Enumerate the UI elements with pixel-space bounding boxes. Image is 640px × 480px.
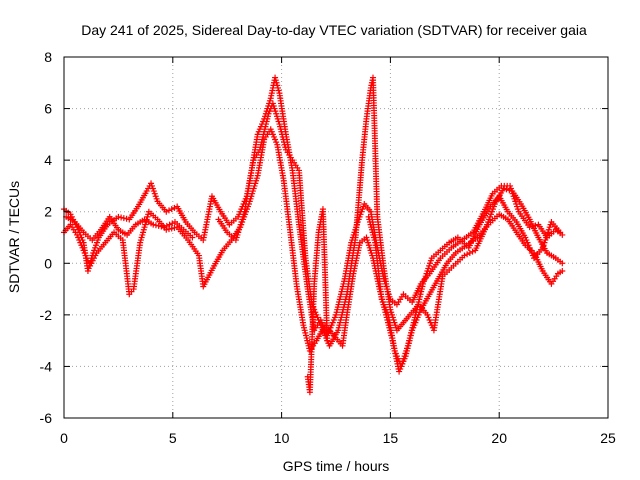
data-point-interp (466, 249, 473, 256)
y-tick-label: -2 (40, 307, 53, 323)
chart-title: Day 241 of 2025, Sidereal Day-to-day VTE… (81, 22, 587, 38)
y-tick-label: 8 (44, 49, 52, 65)
data-point-interp (469, 248, 476, 255)
data-point (559, 268, 566, 275)
data-points (61, 74, 566, 396)
data-point-interp (464, 251, 471, 258)
x-tick-label: 20 (491, 430, 507, 446)
data-point-interp (503, 186, 510, 193)
data-point (163, 208, 170, 215)
data-point-interp (163, 222, 170, 229)
data-point (500, 185, 507, 192)
data-point-interp (171, 224, 178, 231)
plot-frame (63, 56, 609, 419)
data-point-interp (166, 221, 173, 228)
y-tick-label: 4 (44, 152, 52, 168)
data-point-interp (168, 206, 175, 213)
data-point-interp (118, 214, 125, 221)
data-point (161, 224, 168, 231)
y-tick-labels: -6 -4 -2 0 2 4 6 8 (40, 49, 53, 426)
data-point (189, 234, 196, 241)
data-point-interp (152, 222, 159, 229)
x-tick-labels: 0 5 10 15 20 25 (60, 430, 616, 446)
y-axis-label: SDTVAR / TECUs (6, 181, 22, 293)
x-tick-label: 10 (274, 430, 290, 446)
y-tick-label: -6 (40, 410, 53, 426)
data-point (559, 260, 566, 267)
data-point (150, 221, 157, 228)
data-point-interp (120, 215, 127, 222)
data-point-interp (123, 215, 130, 222)
data-point (526, 224, 533, 231)
data-point (557, 229, 564, 236)
x-tick-label: 25 (600, 430, 616, 446)
data-point-interp (169, 220, 176, 227)
x-tick-label: 0 (60, 430, 68, 446)
data-point-interp (155, 222, 162, 229)
data-point (461, 252, 468, 259)
data-point-interp (506, 187, 513, 194)
y-tick-label: 0 (44, 255, 52, 271)
data-point-interp (165, 207, 172, 214)
data-point-interp (171, 204, 178, 211)
data-point-interp (158, 223, 165, 230)
x-tick-label: 15 (383, 430, 399, 446)
x-axis-label: GPS time / hours (283, 458, 390, 474)
x-tick-label: 5 (169, 430, 177, 446)
data-point (115, 213, 122, 220)
data-point-interp (168, 225, 175, 232)
y-tick-label: -4 (40, 358, 53, 374)
y-tick-label: 2 (44, 204, 52, 220)
data-point (324, 337, 331, 344)
y-tick-label: 6 (44, 101, 52, 117)
axis-ticks (63, 56, 609, 419)
